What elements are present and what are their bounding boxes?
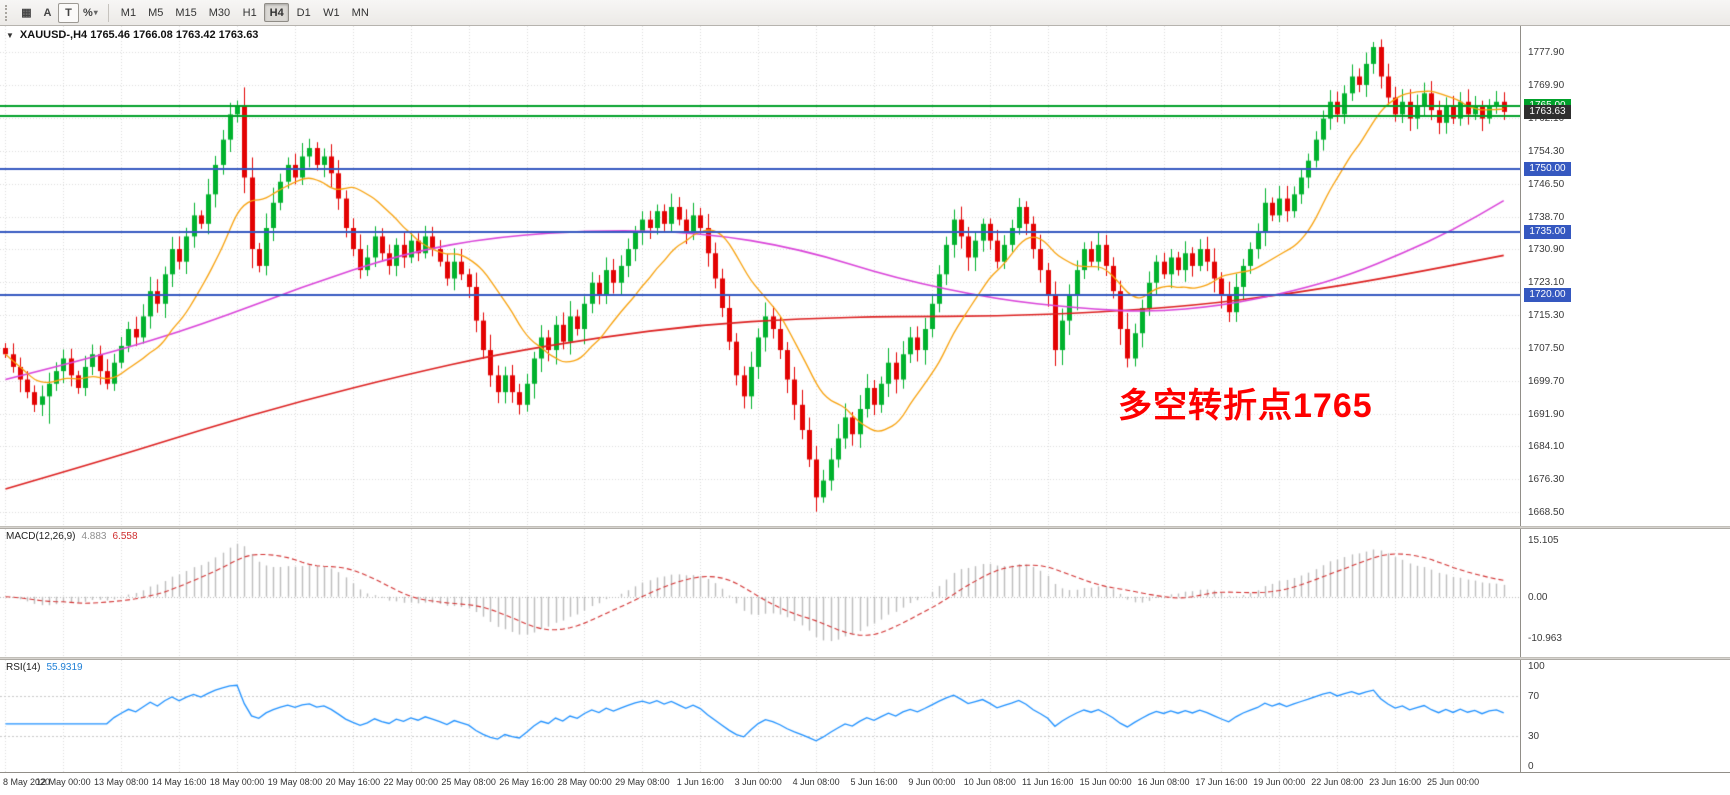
macd-axis-label: 0.00 xyxy=(1528,591,1548,603)
price-marker-box: 1735.00 xyxy=(1524,225,1571,240)
time-axis-label: 4 Jun 08:00 xyxy=(792,777,840,787)
time-axis-label: 28 May 00:00 xyxy=(557,777,612,787)
time-axis-label: 11 Jun 16:00 xyxy=(1022,777,1074,787)
macd-header: MACD(12,26,9) 4.883 6.558 xyxy=(6,531,138,542)
chart-macd-divider[interactable] xyxy=(0,526,1730,529)
rsi-label: RSI(14) xyxy=(6,662,41,673)
toolbar-separator xyxy=(107,3,109,22)
time-axis-label: 25 May 08:00 xyxy=(441,777,496,787)
chart-title: ▼ XAUUSD-,H4 1765.46 1766.08 1763.42 176… xyxy=(6,29,258,41)
macd-value-signal: 6.558 xyxy=(112,531,138,542)
macd-scale: 15.105 0.00 -10.963 xyxy=(1520,529,1730,657)
macd-rsi-divider[interactable] xyxy=(0,657,1730,660)
price-chart-panel: ▼ XAUUSD-,H4 1765.46 1766.08 1763.42 176… xyxy=(0,26,1730,526)
time-axis-label: 23 Jun 16:00 xyxy=(1369,777,1422,787)
price-axis-label: 1699.70 xyxy=(1528,375,1565,387)
time-axis-label: 29 May 08:00 xyxy=(615,777,670,787)
timeframe-d1[interactable]: D1 xyxy=(296,6,311,19)
timeframe-mn[interactable]: MN xyxy=(351,6,369,19)
rsi-axis-label: 0 xyxy=(1528,761,1534,772)
timeframe-m30[interactable]: M30 xyxy=(208,6,231,19)
chart-annotation-text: 多空转折点1765 xyxy=(1118,387,1373,425)
macd-value-main: 4.883 xyxy=(81,531,107,542)
rsi-axis-label: 100 xyxy=(1528,661,1545,672)
time-axis-label: 13 May 08:00 xyxy=(93,777,149,787)
time-axis-label: 19 Jun 00:00 xyxy=(1253,777,1306,787)
timeframe-h4[interactable]: H4 xyxy=(264,3,290,22)
time-axis-label: 22 Jun 08:00 xyxy=(1311,777,1364,787)
price-marker-box: 1750.00 xyxy=(1524,162,1571,177)
time-axis-label: 15 Jun 00:00 xyxy=(1079,777,1132,787)
time-axis-label: 22 May 00:00 xyxy=(383,777,439,787)
macd-canvas[interactable] xyxy=(0,529,1520,657)
time-axis-label: 14 May 16:00 xyxy=(151,777,207,787)
price-axis-label: 1676.30 xyxy=(1528,474,1565,486)
price-marker-box: 1763.63 xyxy=(1524,104,1571,119)
rsi-panel: RSI(14) 55.9319 100 70 30 0 xyxy=(0,660,1730,772)
price-axis-label: 1723.10 xyxy=(1528,277,1565,289)
timeframe-m1[interactable]: M1 xyxy=(120,6,137,19)
toolbar-drag-handle[interactable] xyxy=(5,4,10,21)
macd-label: MACD(12,26,9) xyxy=(6,531,76,542)
chart-window-icon[interactable]: ▦ xyxy=(21,7,32,19)
timeframe-w1[interactable]: W1 xyxy=(323,6,340,19)
time-axis-label: 10 Jun 08:00 xyxy=(963,777,1016,787)
price-axis-label: 1691.90 xyxy=(1528,408,1565,420)
tool-buttons: ▦ A T % ▾ xyxy=(16,2,102,23)
time-axis-label: 8 May 2020 xyxy=(3,777,51,787)
rsi-scale: 100 70 30 0 xyxy=(1520,660,1730,772)
macd-axis-label: -10.963 xyxy=(1528,633,1562,645)
price-chart-canvas[interactable] xyxy=(0,26,1520,526)
time-axis-label: 25 Jun 00:00 xyxy=(1427,777,1480,787)
price-axis-label: 1715.30 xyxy=(1528,310,1565,322)
price-axis-label: 1707.50 xyxy=(1528,342,1565,354)
rsi-value: 55.9319 xyxy=(46,662,83,673)
time-axis-label: 20 May 16:00 xyxy=(325,777,381,787)
timeframe-m15[interactable]: M15 xyxy=(175,6,197,19)
price-axis-label: 1684.10 xyxy=(1528,441,1565,453)
time-axis-label: 12 May 00:00 xyxy=(36,777,91,787)
price-marker-box: 1720.00 xyxy=(1524,288,1571,303)
price-axis-label: 1730.90 xyxy=(1528,244,1565,256)
percent-tool-icon[interactable]: % ▾ xyxy=(83,6,98,19)
time-axis-label: 18 May 00:00 xyxy=(209,777,265,787)
timeframe-h1[interactable]: H1 xyxy=(242,6,257,19)
time-axis-label: 5 Jun 16:00 xyxy=(850,777,898,787)
timeframe-buttons: M1 M5 M15 M30 H1 H4 D1 W1 MN xyxy=(115,3,375,22)
time-axis-label: 17 Jun 16:00 xyxy=(1195,777,1248,787)
toolbar: ▦ A T % ▾ M1 M5 M15 M30 H1 H4 D1 W1 MN xyxy=(0,0,1730,26)
annotate-a-icon[interactable]: A xyxy=(43,6,52,19)
price-axis-label: 1754.30 xyxy=(1528,146,1565,157)
time-axis-label: 3 Jun 00:00 xyxy=(734,777,782,787)
text-tool-icon[interactable]: T xyxy=(58,2,79,23)
price-axis-label: 1668.50 xyxy=(1528,507,1565,519)
price-axis-label: 1777.90 xyxy=(1528,46,1565,58)
chart-ohlc-title: XAUUSD-,H4 1765.46 1766.08 1763.42 1763.… xyxy=(19,29,259,41)
collapse-arrow-icon[interactable]: ▼ xyxy=(6,30,14,40)
price-axis-label: 1738.70 xyxy=(1528,211,1565,223)
macd-axis-label: 15.105 xyxy=(1528,534,1559,546)
timeframe-m5[interactable]: M5 xyxy=(148,6,164,19)
rsi-canvas[interactable] xyxy=(0,660,1520,772)
time-axis-label: 16 Jun 08:00 xyxy=(1137,777,1190,787)
time-axis[interactable]: 8 May 2020 12 May 00:00 13 May 08:00 14 May… xyxy=(0,772,1730,795)
price-axis-label: 1769.90 xyxy=(1528,80,1565,92)
time-axis-label: 1 Jun 16:00 xyxy=(676,777,724,787)
rsi-header: RSI(14) 55.9319 xyxy=(6,662,83,673)
time-axis-label: 26 May 16:00 xyxy=(499,777,554,787)
dropdown-caret-icon: ▾ xyxy=(93,8,98,17)
price-axis-label: 1746.50 xyxy=(1528,178,1565,190)
time-axis-label: 9 Jun 00:00 xyxy=(908,777,956,787)
rsi-axis-label: 70 xyxy=(1528,691,1540,702)
rsi-axis-label: 30 xyxy=(1528,731,1540,742)
time-axis-label: 19 May 08:00 xyxy=(267,777,323,787)
macd-panel: MACD(12,26,9) 4.883 6.558 15.105 0.00 -10.… xyxy=(0,529,1730,657)
price-scale: 1777.901769.901762.101754.301746.501738.… xyxy=(1520,26,1730,526)
